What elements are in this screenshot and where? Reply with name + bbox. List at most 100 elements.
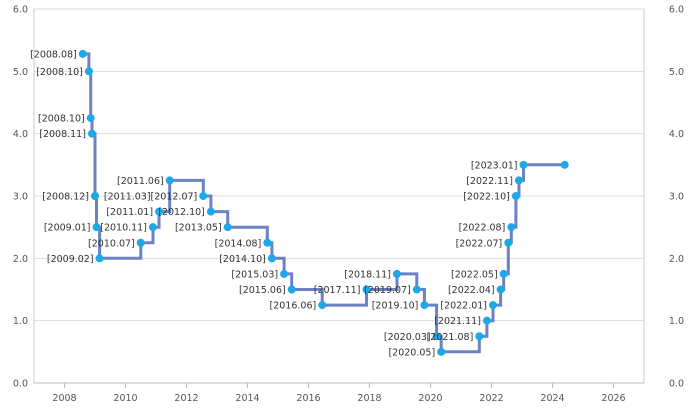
data-point: [280, 269, 289, 278]
data-label: [2008.11]: [39, 129, 86, 140]
data-point: [148, 223, 157, 232]
x-tick-label: 2012: [174, 393, 198, 404]
y-tick-label-right: 3.0: [669, 192, 684, 203]
y-tick-label-left: 2.0: [13, 254, 28, 265]
x-tick-label: 2008: [52, 393, 76, 404]
data-label: [2010.11]: [100, 223, 147, 234]
data-point: [420, 301, 429, 310]
data-label: [2014.10]: [219, 254, 266, 265]
data-point: [199, 192, 208, 200]
data-point: [206, 207, 215, 216]
data-label: [2008.12]: [42, 192, 89, 203]
y-axis-left-ticks: 0.0 1.0 2.0 3.0 4.0 5.0 6.0: [13, 5, 28, 390]
data-point: [362, 285, 371, 294]
data-point: [496, 285, 505, 294]
data-point: [87, 129, 96, 138]
y-tick-label-right: 6.0: [669, 5, 684, 16]
y-tick-label-right: 0.0: [669, 379, 684, 390]
data-label: [2023.01]: [471, 160, 518, 171]
data-label: [2020.03]: [384, 332, 431, 343]
axes: [33, 9, 645, 384]
x-tick-label: 2026: [601, 393, 625, 404]
data-point: [412, 285, 421, 294]
y-axis-right-ticks: 0.0 1.0 2.0 3.0 4.0 5.0 6.0: [669, 5, 684, 390]
y-tick-label-left: 6.0: [13, 5, 28, 16]
data-point: [263, 238, 272, 247]
data-point: [519, 160, 528, 169]
data-point: [392, 269, 401, 278]
data-point: [84, 67, 93, 76]
data-point: [514, 176, 523, 185]
data-label: [2013.05]: [175, 223, 222, 234]
x-tick-label: 2014: [235, 393, 259, 404]
data-point: [504, 238, 513, 247]
x-tick-label: 2020: [418, 393, 442, 404]
x-tick-label: 2016: [296, 393, 320, 404]
data-label: [2008.08]: [30, 49, 77, 60]
data-point: [475, 332, 484, 341]
y-tick-label-left: 0.0: [13, 379, 28, 390]
data-point: [489, 301, 498, 310]
data-label: [2022.04]: [448, 285, 495, 296]
data-label: [2019.07]: [364, 285, 411, 296]
data-point: [318, 301, 327, 310]
y-tick-label-right: 1.0: [669, 316, 684, 327]
data-label: [2012.10]: [158, 207, 205, 218]
data-label: [2011.06]: [117, 176, 164, 187]
data-markers: [78, 49, 569, 356]
data-label: [2021.11]: [434, 316, 481, 327]
data-label: [2009.01]: [44, 223, 91, 234]
data-point: [499, 269, 508, 278]
data-label: [2022.10]: [463, 192, 510, 203]
data-point: [78, 49, 87, 58]
data-point: [437, 347, 446, 356]
data-label: [2011.01]: [106, 207, 153, 218]
y-tick-label-right: 5.0: [669, 67, 684, 78]
data-label: [2010.07]: [88, 238, 135, 249]
data-label: [2021.08]: [427, 332, 474, 343]
x-axis-ticks: 2008 2010 2012 2014 2016 2018 2020 2022 2024 2026: [52, 383, 626, 404]
data-point: [86, 114, 95, 123]
data-point: [482, 316, 491, 325]
data-point: [155, 207, 164, 216]
data-point: [95, 254, 104, 263]
y-tick-label-left: 5.0: [13, 67, 28, 78]
data-label: [2008.10]: [38, 114, 85, 125]
data-point: [560, 160, 569, 169]
y-tick-label-left: 3.0: [13, 192, 28, 203]
data-point: [267, 254, 276, 263]
series-line: [82, 52, 565, 354]
data-point: [432, 332, 441, 341]
data-label: [2017.11]: [314, 285, 361, 296]
data-point: [91, 192, 99, 200]
data-label: [2022.11]: [466, 176, 513, 187]
data-label: [2016.06]: [270, 301, 317, 312]
data-label: [2015.03]: [231, 269, 278, 280]
data-label: [2022.07]: [456, 238, 503, 249]
data-label: [2009.02]: [47, 254, 94, 265]
data-point: [223, 223, 232, 232]
x-tick-label: 2010: [113, 393, 137, 404]
data-label: [2018.11]: [344, 269, 391, 280]
x-tick-label: 2018: [357, 393, 381, 404]
data-point: [507, 223, 516, 232]
data-label: [2022.08]: [459, 223, 506, 234]
data-point: [287, 285, 296, 294]
data-label: [2015.06]: [239, 285, 286, 296]
y-tick-label-right: 4.0: [669, 129, 684, 140]
data-label: [2022.01]: [440, 301, 487, 312]
y-tick-label-left: 1.0: [13, 316, 28, 327]
data-label: [2008.10]: [36, 67, 83, 78]
x-tick-label: 2022: [479, 393, 503, 404]
x-tick-label: 2024: [540, 393, 564, 404]
data-point: [165, 176, 174, 185]
y-tick-label-left: 4.0: [13, 129, 28, 140]
y-tick-label-right: 2.0: [669, 254, 684, 265]
data-point: [92, 223, 101, 232]
data-labels: [2008.08] [2008.10] [2008.10] [2008.11] [200…: [30, 49, 517, 358]
data-label: [2019.10]: [372, 301, 419, 312]
data-label: [2011.03][2012.07]: [104, 192, 197, 203]
data-label: [2022.05]: [451, 269, 498, 280]
